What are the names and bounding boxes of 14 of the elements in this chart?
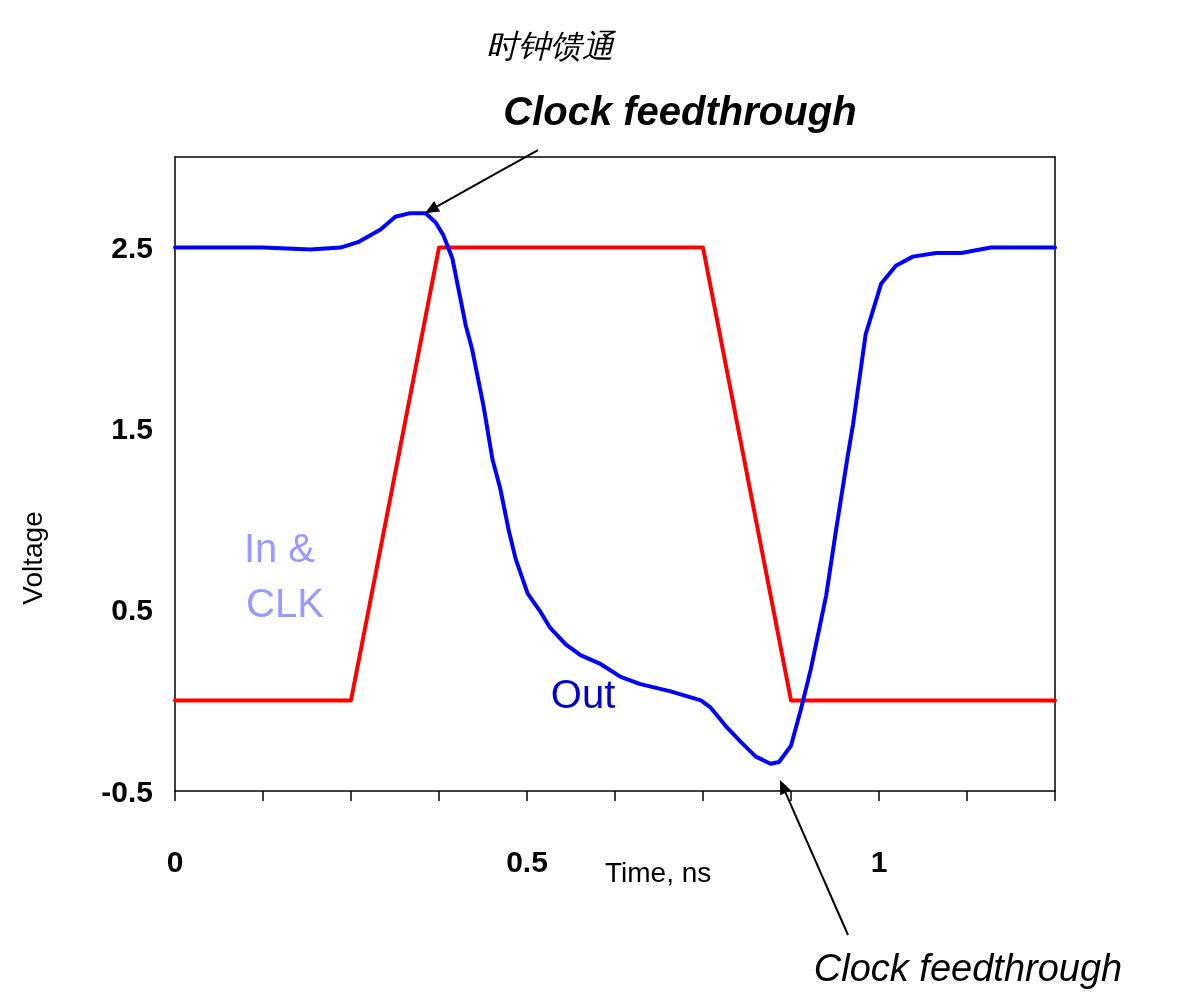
y-tick-label: 2.5 (111, 231, 153, 265)
y-axis-title: Voltage (16, 511, 48, 605)
text: 时钟馈通 (486, 27, 616, 64)
y-tick-label: 1.5 (111, 412, 153, 446)
y-tick-label: 0.5 (111, 593, 153, 627)
x-tick-label: 1 (870, 844, 888, 878)
annotation: Clock feedthrough (503, 88, 857, 133)
text: Clock feedthrough (813, 946, 1123, 989)
x-tick-label: 0 (166, 844, 184, 878)
x-tick-label: 0.5 (506, 844, 548, 878)
annotation: In & CLK (243, 525, 327, 625)
annotation: Out (550, 671, 616, 716)
x-axis-title: Time, ns (605, 856, 712, 888)
y-tick-label: -0.5 (101, 774, 153, 808)
